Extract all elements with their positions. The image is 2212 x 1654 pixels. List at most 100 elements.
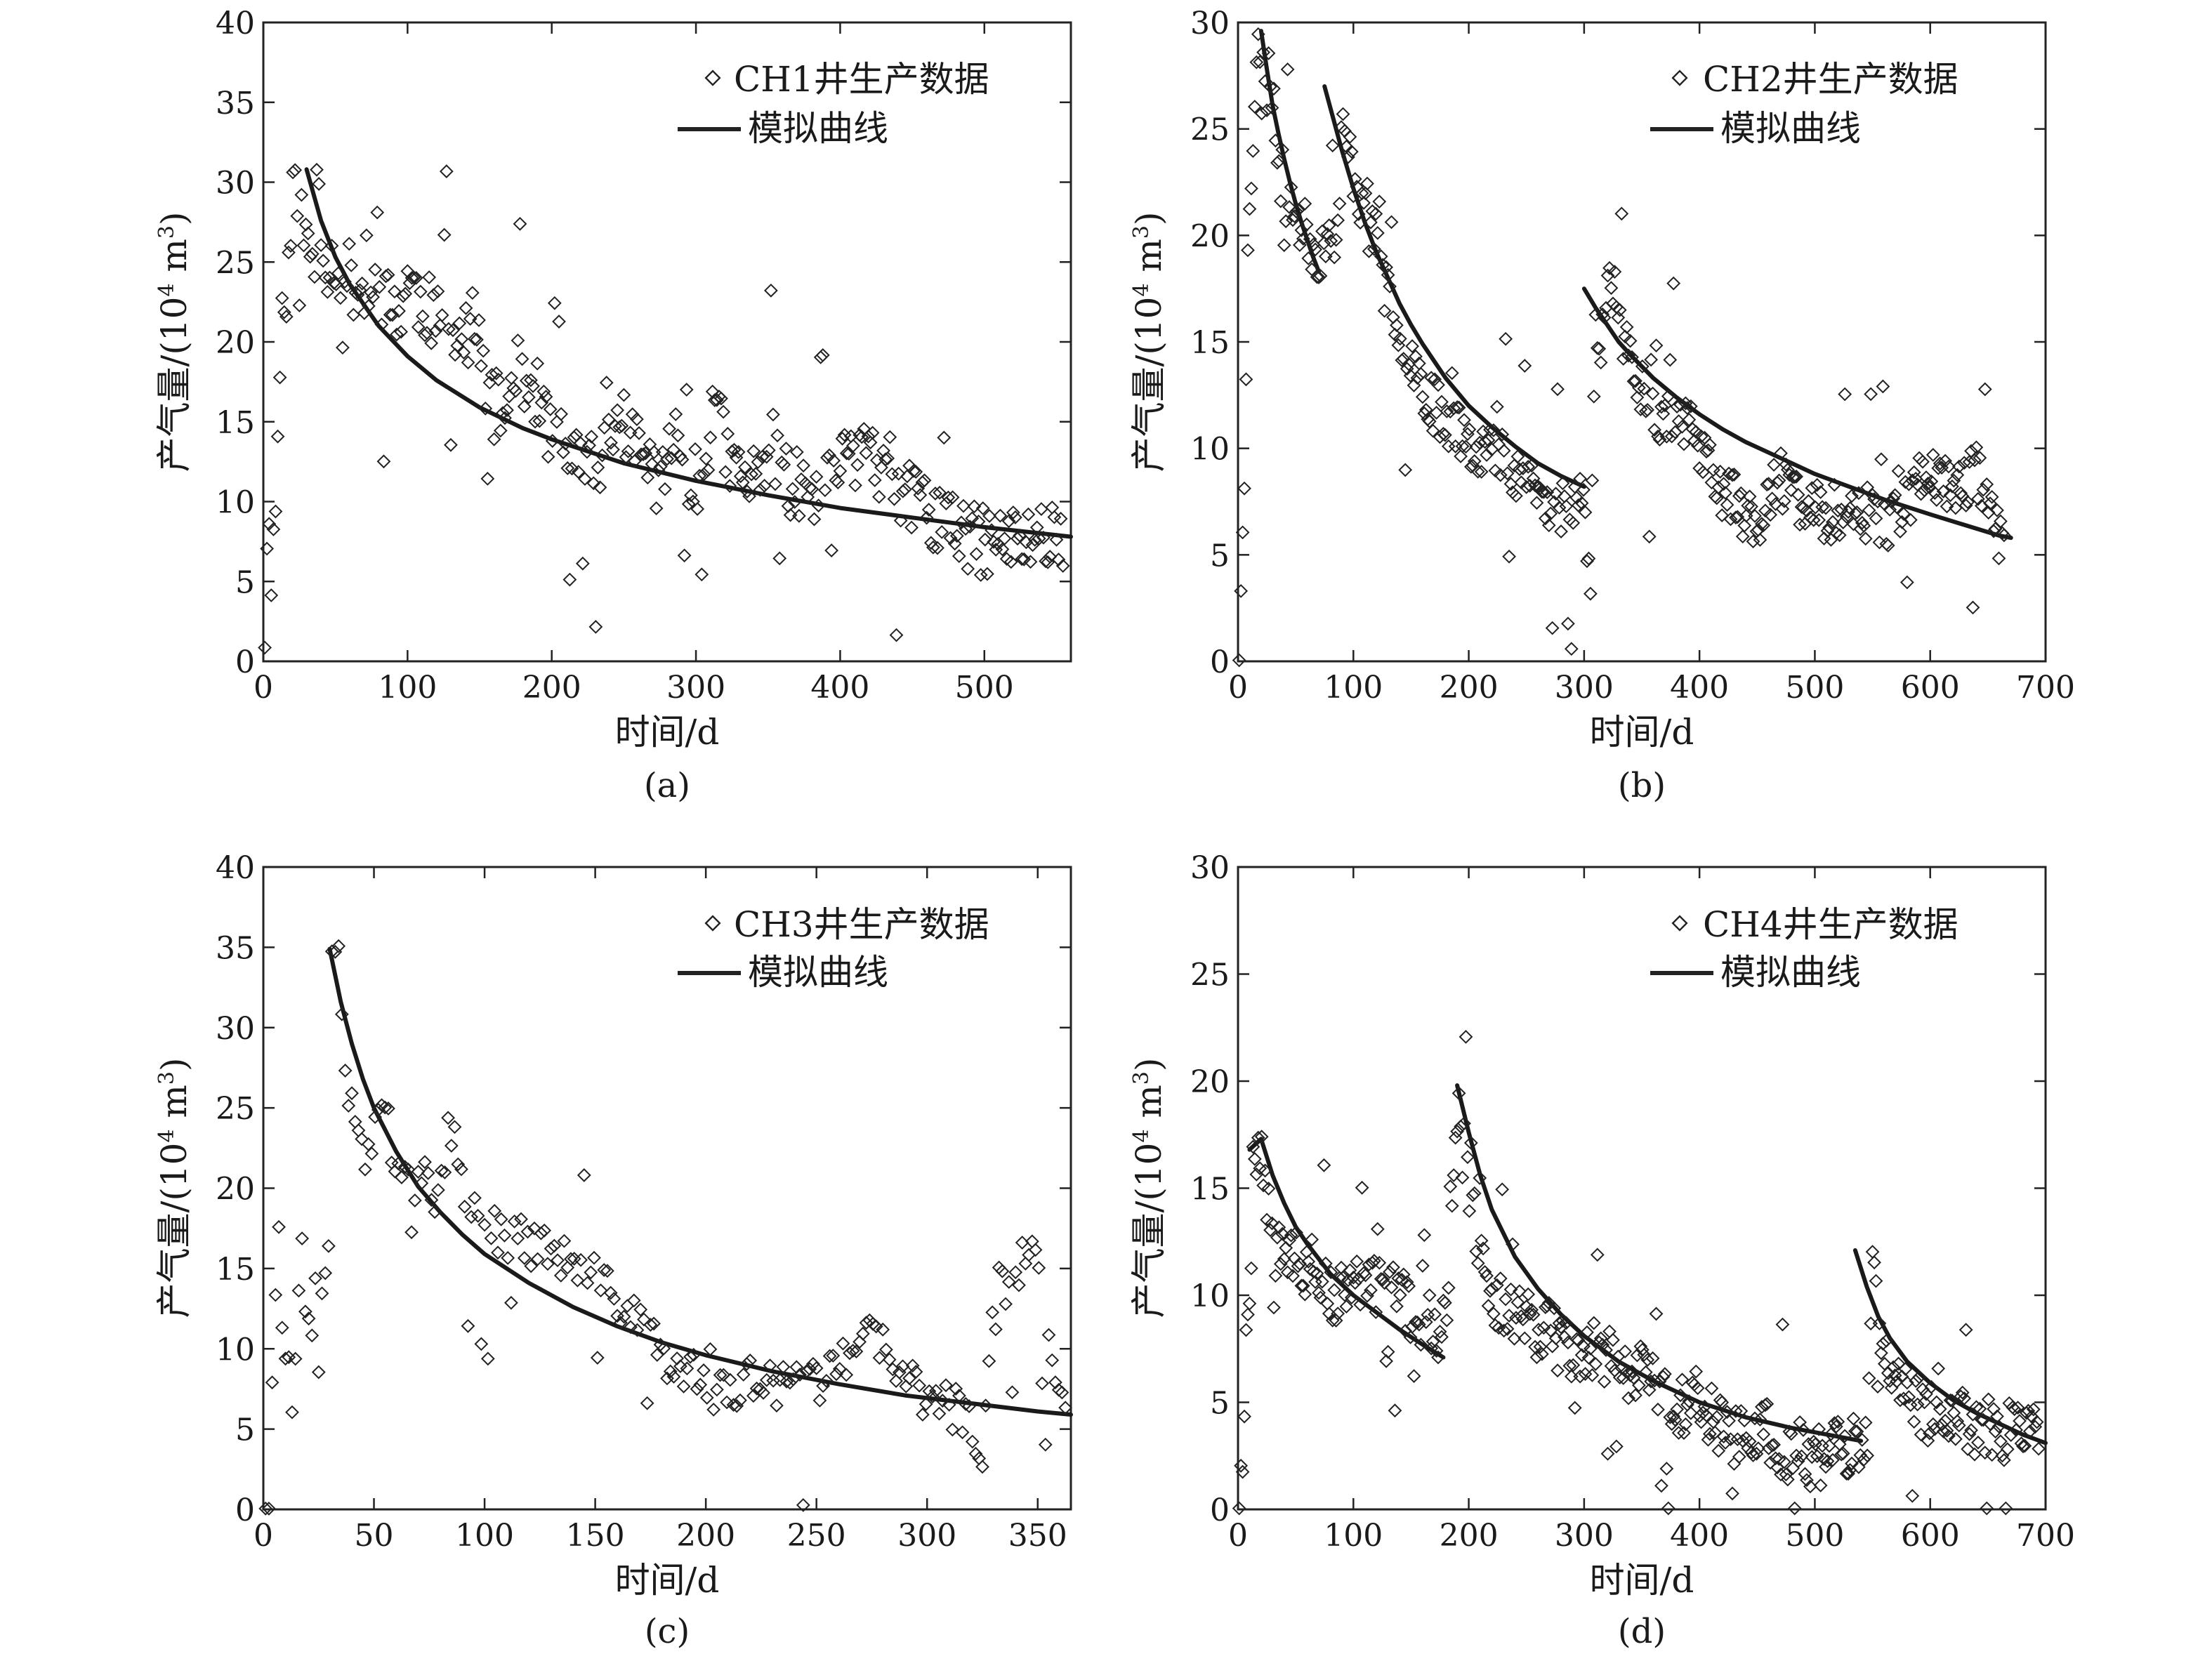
data-point [1299,1245,1314,1259]
data-point [939,496,954,510]
y-tick-label: 35 [216,86,255,121]
data-point [511,1231,525,1246]
panel-label: (c) [645,1612,690,1651]
data-point [524,373,538,388]
data-point [1876,379,1890,394]
data-point [552,315,566,329]
data-point [1855,515,1869,530]
data-point [1848,1424,1862,1438]
data-point [899,1379,914,1394]
data-point [610,403,625,418]
data-point [1357,196,1371,210]
data-point [872,1351,887,1365]
data-point [886,1362,900,1377]
data-point [1369,1305,1383,1319]
data-point [952,549,966,564]
data-point [653,1337,668,1352]
data-point [909,1365,923,1379]
data-point [789,445,804,459]
data-point [1261,1182,1276,1196]
x-tick-label: 600 [1901,670,1960,706]
y-tick-label: 20 [216,1172,255,1208]
data-point [1383,1264,1397,1279]
data-point [1480,448,1494,462]
data-point [1488,463,1503,478]
data-point [1765,1438,1779,1453]
data-point [733,1393,747,1408]
data-point [590,1351,605,1365]
data-point [836,1336,850,1351]
data-point [318,1266,333,1281]
data-point [729,450,744,465]
data-point [813,350,828,364]
data-point [444,1139,459,1153]
data-point [1499,331,1513,346]
data-point [1763,508,1778,522]
data-point [1958,1323,1973,1337]
data-point [584,1265,598,1280]
data-point [942,1398,956,1412]
data-point [1448,1130,1463,1145]
data-point [346,307,361,322]
data-point [1725,468,1739,482]
data-point [1367,242,1381,256]
data-point [733,469,748,484]
data-point [1398,463,1413,477]
data-point [1947,473,1961,488]
y-axis-label: 产气量/(104 m3) [154,212,195,472]
data-point [1032,1261,1046,1275]
data-point [288,1351,303,1366]
data-point [735,475,750,490]
data-point [1244,1261,1258,1276]
data-point [1600,1446,1615,1461]
data-point [999,1297,1013,1311]
data-point [911,481,926,496]
data-point [949,1382,963,1396]
data-point [396,289,411,303]
data-point [640,470,655,485]
data-point [1734,1403,1749,1418]
panel-a: 0 100 200 300 400 500 0 5 10 15 20 25 30 35 40 CH1井生产数… [154,6,1073,805]
data-point [1999,1501,2013,1516]
data-point [414,1176,429,1191]
data-point [1666,276,1681,291]
data-point [392,304,406,318]
data-point [952,1389,966,1403]
data-point [657,1341,671,1356]
data-point [746,1389,761,1403]
data-point [1716,477,1731,491]
data-point [723,1372,737,1387]
data-point [1318,249,1333,264]
data-point [939,1378,953,1393]
data-point [1938,454,1953,468]
x-tick-label: 300 [897,1518,956,1554]
data-point [1017,552,1032,567]
data-point [494,1212,508,1226]
data-point [785,482,800,496]
data-point [1874,1346,1888,1361]
data-point [905,1358,920,1373]
data-point [895,1359,910,1374]
data-point [374,317,389,332]
data-point [501,1250,515,1265]
data-point [331,266,345,281]
data-point [1272,154,1286,168]
panel-c: 0 50 100 150 200 250 300 350 0 5 10 15 20 25 30 35 40 CH… [154,850,1073,1651]
y-tick-label: 15 [216,1252,255,1288]
data-point [1008,510,1022,524]
data-point [478,401,493,416]
data-point [394,324,409,339]
data-point [1535,1347,1549,1361]
data-point [450,338,465,353]
x-tick-label: 0 [1228,1518,1248,1554]
data-point [258,640,272,655]
data-point [1462,422,1477,437]
data-point [770,428,784,443]
data-point [301,226,315,241]
data-point [607,1292,621,1306]
data-point [1370,225,1385,240]
data-point [815,348,830,362]
data-point [833,463,848,478]
data-point [1308,242,1322,257]
y-tick-label: 30 [1190,850,1230,886]
